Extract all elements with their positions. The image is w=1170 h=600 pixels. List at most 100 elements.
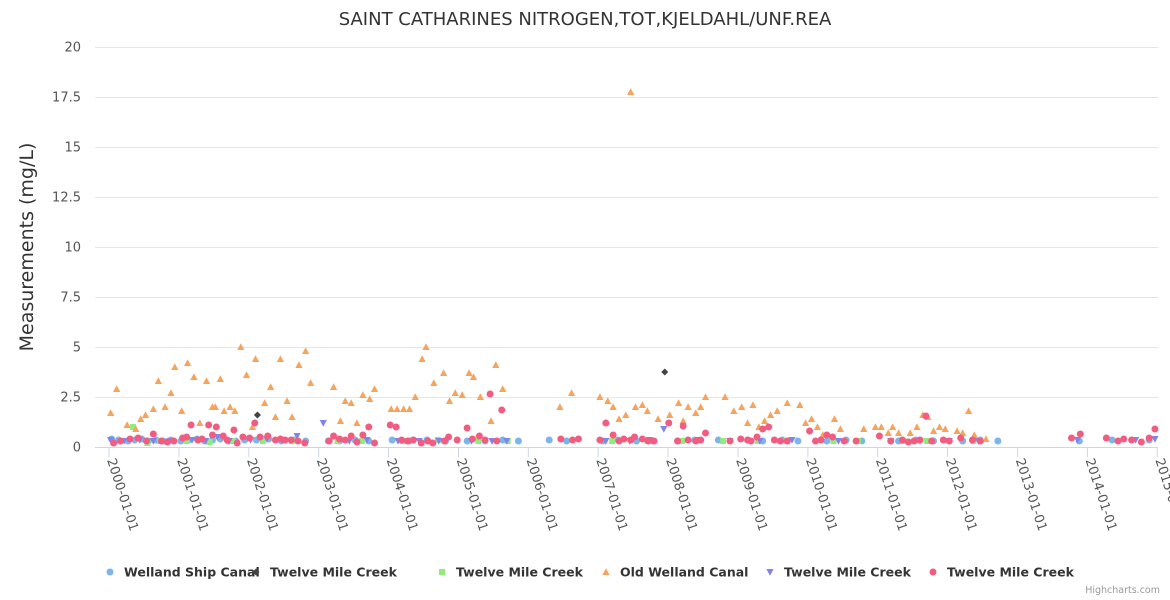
data-point (198, 435, 206, 443)
data-point (336, 435, 344, 443)
data-point (142, 437, 150, 445)
data-point (196, 419, 204, 426)
y-tick-label: 10 (64, 241, 81, 256)
data-point (206, 439, 213, 445)
data-point (365, 423, 373, 431)
data-point (253, 411, 261, 419)
data-point (325, 437, 333, 445)
data-point (1073, 437, 1082, 444)
data-point (674, 437, 682, 445)
data-point (242, 371, 251, 378)
data-point (123, 421, 131, 428)
data-point (288, 413, 296, 420)
data-point (475, 432, 483, 440)
data-point (463, 424, 471, 432)
data-point (701, 393, 710, 400)
data-point (945, 437, 953, 445)
y-tick-label: 20 (64, 41, 81, 56)
legend-item[interactable]: Old Welland Canal (602, 565, 748, 580)
data-point (730, 407, 738, 414)
data-point (788, 437, 796, 444)
legend-symbol (106, 568, 114, 576)
data-point (458, 391, 466, 398)
data-point (248, 423, 257, 430)
data-point (1137, 438, 1145, 446)
data-point (957, 434, 965, 442)
data-points (107, 88, 1159, 447)
data-point (747, 437, 755, 445)
data-point (852, 437, 860, 445)
y-tick-label: 7.5 (60, 291, 81, 306)
data-point (692, 409, 700, 416)
data-point (476, 393, 484, 400)
data-point (666, 411, 674, 418)
data-point (110, 439, 118, 447)
data-point (465, 369, 473, 376)
data-point (363, 437, 371, 444)
legend-symbol (602, 568, 610, 575)
data-point (256, 433, 264, 441)
data-point (400, 405, 408, 412)
data-point (251, 355, 260, 362)
data-point (187, 421, 195, 429)
data-point (953, 427, 961, 434)
data-point (469, 373, 478, 380)
data-point (231, 407, 239, 414)
data-point (877, 423, 885, 430)
legend-label: Twelve Mile Creek (947, 565, 1075, 580)
data-point (503, 438, 511, 445)
data-point (545, 436, 553, 444)
data-point (609, 431, 617, 439)
data-point (276, 355, 284, 362)
legend-item[interactable]: Twelve Mile Creek (766, 565, 912, 580)
data-point (211, 403, 219, 410)
data-point (823, 431, 831, 439)
data-point (359, 391, 367, 398)
data-point (836, 425, 845, 432)
data-point (622, 411, 630, 418)
data-point (445, 397, 454, 404)
data-point (371, 439, 379, 447)
data-point (246, 434, 254, 442)
legend-item[interactable]: Twelve Mile Creek (929, 565, 1075, 580)
data-point (126, 435, 134, 443)
data-point (776, 437, 784, 445)
data-point (499, 385, 507, 392)
data-point (171, 363, 179, 370)
legend-label: Twelve Mile Creek (270, 565, 398, 580)
data-point (492, 361, 500, 368)
data-point (149, 405, 157, 412)
credits-link[interactable]: Highcharts.com (1085, 585, 1160, 596)
data-point (107, 409, 115, 416)
data-point (261, 399, 269, 406)
data-point (749, 401, 757, 408)
data-point (453, 436, 461, 444)
data-point (889, 423, 897, 430)
data-point (422, 343, 430, 350)
data-point (840, 437, 848, 445)
y-axis-label: Measurements (mg/L) (16, 143, 38, 352)
data-point (830, 415, 839, 422)
data-point (129, 424, 136, 430)
data-point (627, 88, 635, 95)
data-point (475, 438, 482, 444)
legend-label: Welland Ship Canal (124, 565, 260, 580)
data-point (163, 438, 171, 446)
data-point (259, 438, 266, 444)
y-tick-label: 12.5 (52, 191, 81, 206)
data-point (411, 393, 419, 400)
data-point (574, 435, 582, 443)
data-point (829, 433, 837, 441)
data-point (281, 436, 289, 444)
data-point (430, 379, 438, 386)
data-point (230, 426, 238, 434)
data-point (481, 436, 489, 444)
chart-title: SAINT CATHARINES NITROGEN,TOT,KJELDAHL/U… (339, 9, 832, 30)
data-point (1128, 436, 1136, 444)
legend-item[interactable]: Twelve Mile Creek (252, 565, 398, 580)
data-point (650, 437, 658, 445)
legend-item[interactable]: Twelve Mile Creek (439, 565, 584, 580)
data-point (744, 419, 752, 426)
legend-item[interactable]: Welland Ship Canal (106, 565, 260, 580)
data-point (132, 425, 140, 432)
